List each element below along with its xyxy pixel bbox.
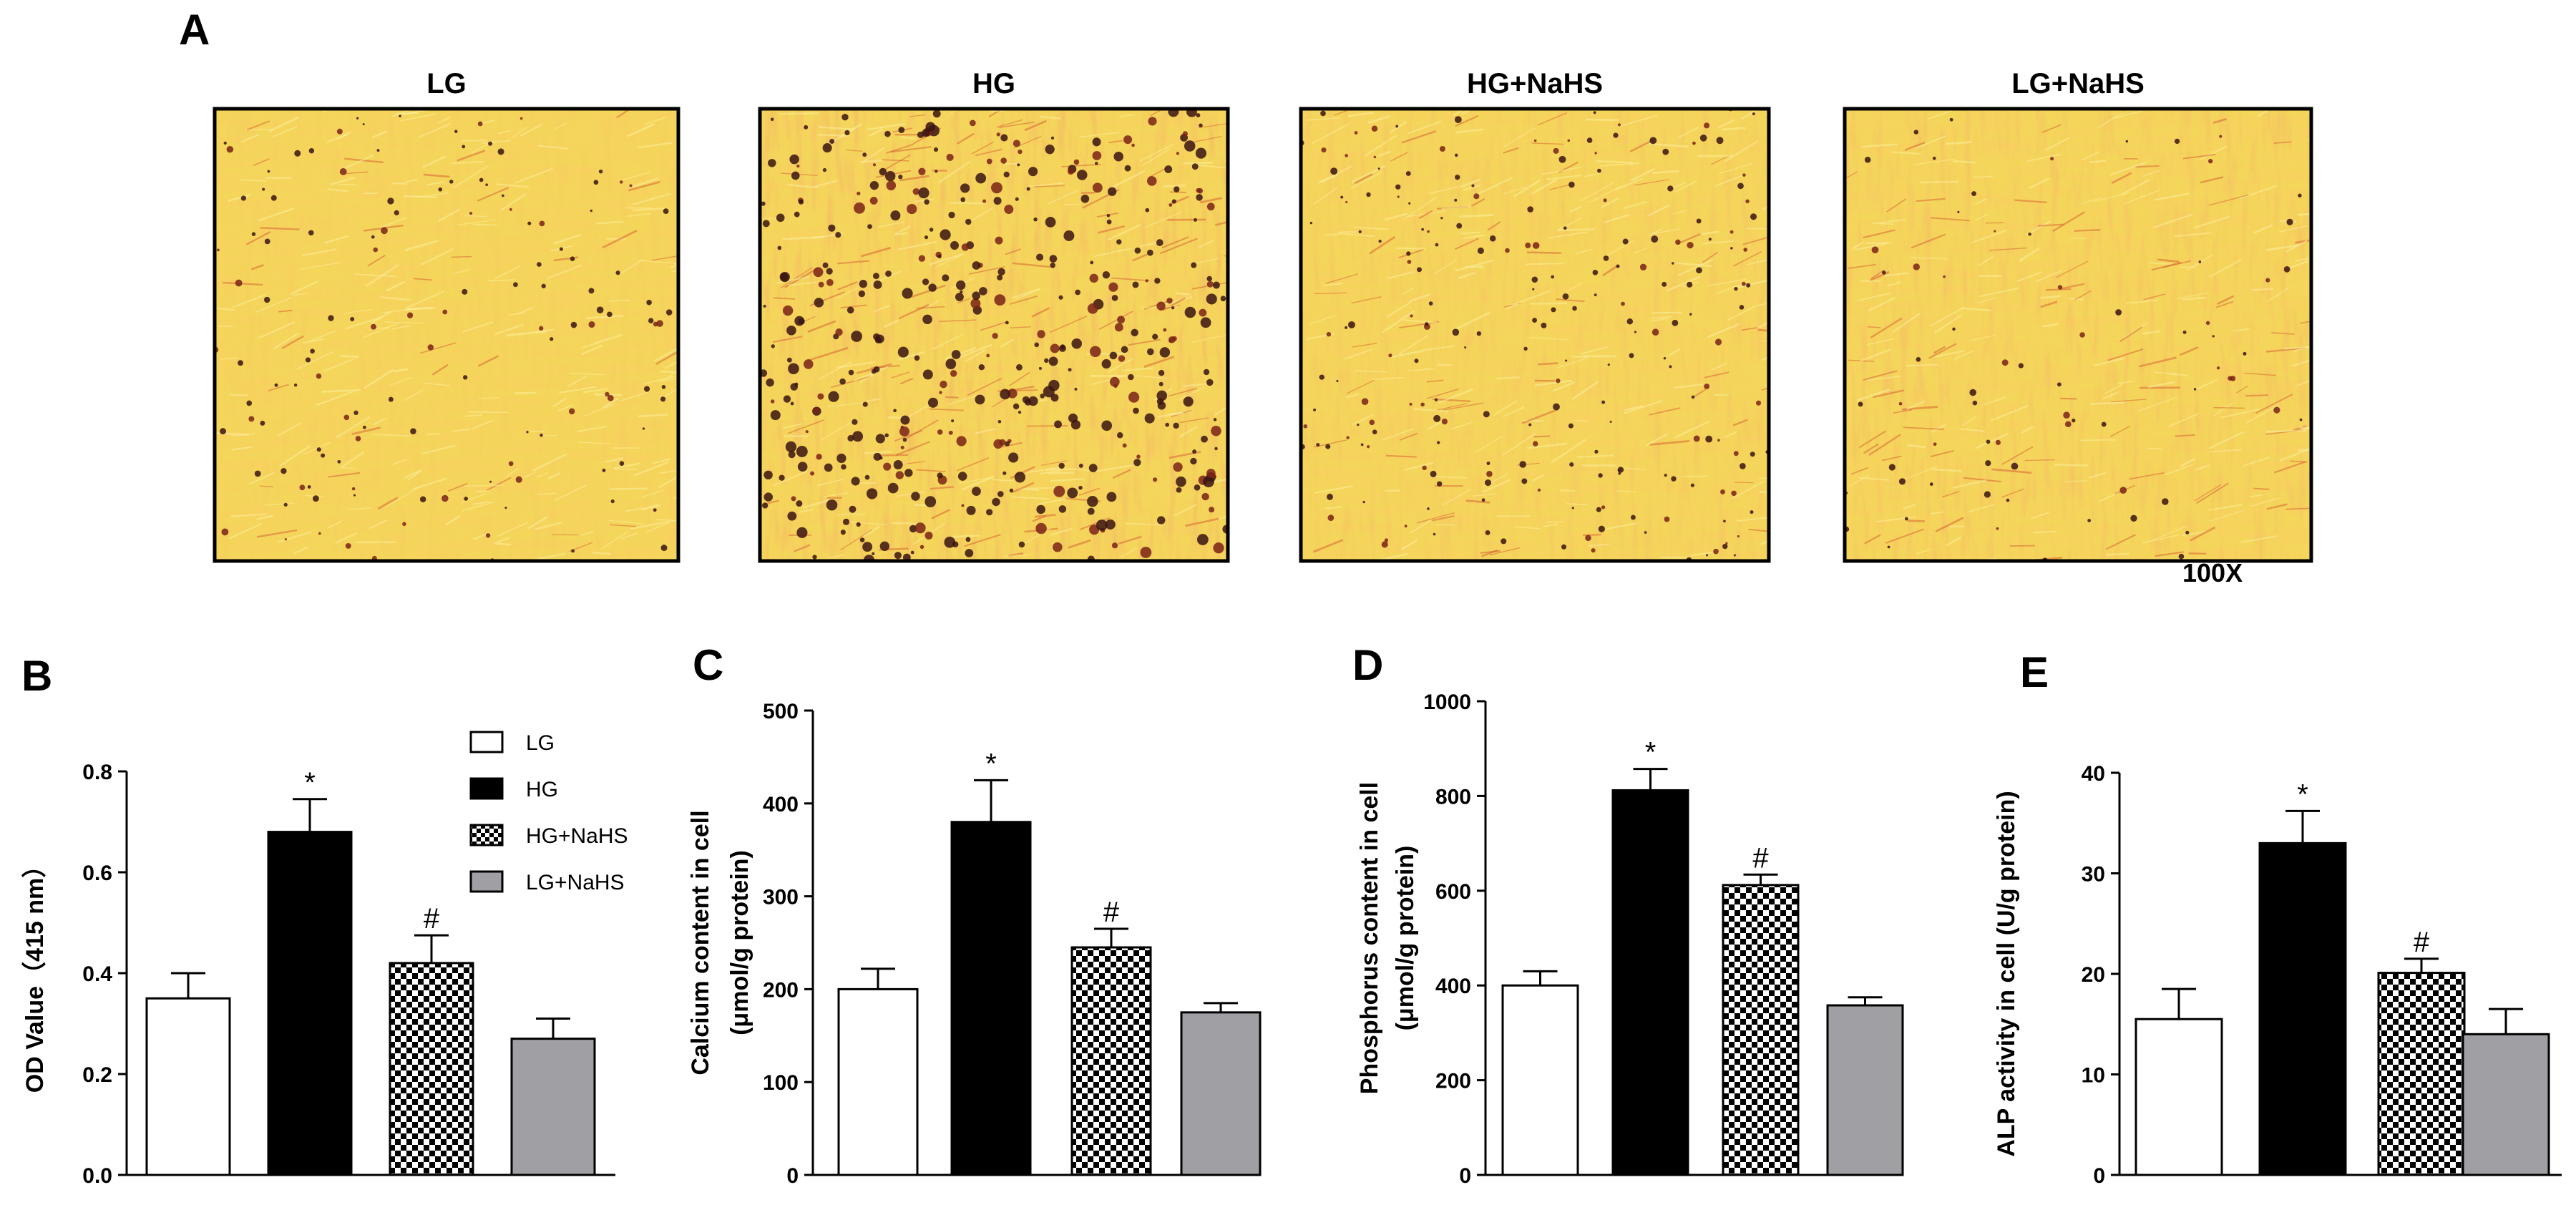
micrograph-1: LG [213, 68, 680, 563]
micrograph-2: HG [758, 68, 1230, 563]
significance-marker: # [1103, 897, 1120, 928]
bar-hg [950, 821, 1032, 1176]
legend-label: LG+NaHS [526, 871, 625, 894]
bar-hg [2258, 841, 2347, 1176]
bar-hg-nahs [1722, 884, 1800, 1176]
magnification-label: 100X [2182, 558, 2243, 587]
significance-marker: * [985, 748, 997, 779]
y-tick-label: 0.2 [82, 1063, 112, 1087]
legend-item: HG [469, 777, 558, 801]
micrograph-label: LG+NaHS [2011, 68, 2145, 99]
micrograph-label: LG [426, 68, 467, 99]
bar-lg-nahs [1180, 1011, 1262, 1176]
micrograph-4: LG+NaHS [1843, 68, 2313, 563]
y-tick-label: 800 [1435, 785, 1471, 809]
panel-letter: C [693, 641, 723, 689]
bar-charts: B0.00.20.40.60.8OD Value（415 nm）*#C01002… [21, 641, 2562, 1188]
y-axis-label: ALP activity in cell (U/g protein) [1993, 791, 2020, 1156]
significance-marker: # [424, 903, 440, 935]
legend-swatch [469, 824, 504, 846]
y-axis-label-line2: (μmol/g protein) [1392, 846, 1419, 1031]
legend-label: HG+NaHS [526, 824, 628, 848]
legend: LG HG HG+NaHS LG+NaHS [469, 731, 628, 894]
panel-letter: E [2020, 648, 2049, 696]
y-tick-label: 0.0 [82, 1164, 112, 1188]
chart-e: E 0 10 20 30 40 ALP activity in cell (U/g prot… [1993, 648, 2562, 1188]
chart-c: C 0 100 200 300 400 500 Calcium content in cell… [687, 641, 1262, 1188]
y-tick-label: 10 [2082, 1064, 2105, 1088]
significance-marker: # [2414, 927, 2430, 958]
micrograph-3: HG+NaHS [1299, 68, 1771, 563]
bar-hg [267, 831, 353, 1176]
bar-lg [837, 987, 919, 1176]
panel-letter: B [21, 652, 52, 700]
y-tick-label: 0 [786, 1164, 799, 1188]
panel-letter: D [1352, 641, 1383, 689]
y-tick-label: 20 [2082, 963, 2105, 987]
y-tick-label: 400 [763, 793, 799, 816]
y-tick-label: 0.6 [82, 862, 112, 885]
y-tick-label: 0 [1459, 1164, 1471, 1188]
legend-swatch [469, 777, 504, 800]
y-tick-label: 200 [1435, 1070, 1471, 1093]
y-tick-label: 200 [763, 978, 799, 1002]
bar-lg-nahs [2462, 1033, 2550, 1176]
legend-swatch [469, 731, 504, 753]
y-tick-label: 0.8 [82, 761, 112, 784]
y-tick-label: 30 [2082, 863, 2105, 887]
legend-swatch [469, 870, 504, 893]
significance-marker: # [1752, 842, 1769, 874]
bar-lg [2135, 1018, 2223, 1176]
y-tick-label: 100 [763, 1071, 799, 1095]
chart-d: D 0 200 400 600 800 1000 Phosphorus content in … [1352, 641, 1904, 1188]
y-tick-label: 0 [2093, 1164, 2105, 1188]
significance-marker: * [1645, 737, 1657, 769]
chart-b: B 0.0 0.2 0.4 0.6 0.8 OD Value（415 nm） * # [21, 652, 615, 1188]
bar-lg [145, 997, 231, 1176]
bar-lg [1501, 984, 1579, 1176]
bar-lg-nahs [1826, 1004, 1904, 1176]
panel-a-letter: A [179, 6, 210, 54]
bar-lg-nahs [510, 1038, 596, 1176]
significance-marker: * [304, 767, 316, 799]
legend-label: LG [526, 731, 555, 755]
bar-hg-nahs [2377, 972, 2466, 1176]
legend-item: LG [469, 731, 555, 755]
y-tick-label: 40 [2082, 762, 2105, 786]
y-axis-label: Calcium content in cell [687, 810, 714, 1075]
y-tick-label: 500 [763, 700, 799, 723]
y-axis-label: Phosphorus content in cell [1356, 782, 1383, 1094]
y-tick-label: 600 [1435, 880, 1471, 904]
y-tick-label: 0.4 [82, 962, 112, 986]
legend-label: HG [526, 778, 558, 801]
y-tick-label: 400 [1435, 975, 1471, 998]
y-tick-label: 1000 [1423, 691, 1471, 714]
micrograph-label: HG [972, 68, 1015, 99]
y-axis-label: OD Value（415 nm） [21, 854, 49, 1093]
micrograph-row: LG HG HG+NaHS LG+NaHS [213, 68, 2313, 563]
significance-marker: * [2297, 779, 2308, 810]
legend-item: HG+NaHS [469, 824, 628, 848]
bar-hg-nahs [389, 962, 474, 1176]
bar-hg [1611, 789, 1689, 1176]
y-axis-label-line2: (μmol/g protein) [726, 850, 753, 1035]
micrograph-label: HG+NaHS [1467, 68, 1603, 99]
y-tick-label: 300 [763, 886, 799, 909]
legend-item: LG+NaHS [469, 870, 625, 894]
bar-hg-nahs [1070, 946, 1152, 1176]
